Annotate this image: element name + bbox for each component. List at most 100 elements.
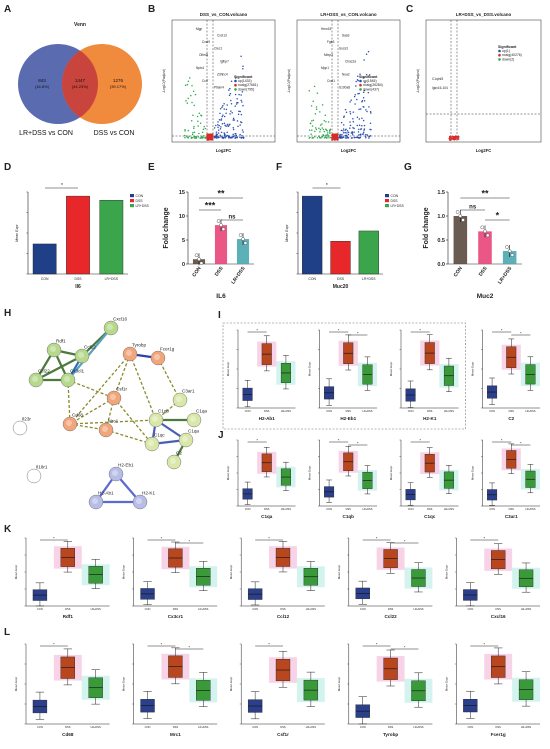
- volcano-point: [226, 104, 228, 106]
- volcano-point: [346, 129, 349, 132]
- y-tick-label: 5: [182, 238, 185, 244]
- volcano-point: [358, 118, 361, 120]
- bar-chart-muc2-fold-change: CON DSS LR+DSS 0.0 0.5 1.0 1.5 Muc2 Fold change n…: [423, 189, 522, 300]
- volcano-point: [366, 110, 368, 113]
- volcano-point: [309, 136, 311, 139]
- x-tick-label: CON: [453, 265, 465, 278]
- volcano-point: [324, 136, 327, 139]
- volcano-point: [334, 134, 336, 136]
- volcano-legend-dot: [234, 79, 237, 83]
- volcano-point: [321, 123, 323, 125]
- volcano-point: [230, 110, 232, 112]
- volcano-point: [325, 134, 327, 136]
- network-node-shine: [170, 458, 176, 464]
- volcano-point: [217, 126, 219, 129]
- network-node: [46, 342, 62, 358]
- network-node: [88, 494, 104, 510]
- significance-label: *: [256, 328, 258, 333]
- volcano-point: [326, 132, 329, 134]
- volcano-point: [208, 134, 210, 137]
- venn-right-pct: (39.17%): [110, 84, 127, 89]
- significance-label: *: [161, 642, 163, 647]
- network-node-label: C3ar1: [182, 389, 195, 394]
- network-node: [28, 372, 44, 388]
- legend-label: LR+DSS: [391, 204, 405, 208]
- network-node-shine: [16, 424, 22, 430]
- data-point: [238, 233, 243, 237]
- significance-label: *: [483, 536, 485, 541]
- volcano-point: [191, 133, 194, 136]
- volcano-point: [241, 101, 243, 103]
- volcano-point: [346, 132, 348, 134]
- significance-label: *: [326, 183, 328, 189]
- volcano-point: [351, 131, 353, 133]
- volcano-point: [365, 73, 368, 76]
- box-group-label: CON: [489, 409, 495, 413]
- volcano-point: [197, 136, 200, 138]
- volcano-point: [315, 128, 318, 131]
- volcano-gene-label: Chac2a: [345, 60, 356, 64]
- box-ylabel: Mean Expr: [308, 466, 312, 481]
- volcano-point: [362, 119, 365, 122]
- volcano-point: [322, 134, 325, 137]
- volcano-point: [193, 137, 196, 139]
- bar: [99, 200, 124, 275]
- volcano-plot-dss-vs-con: DSS_vs_CON.volcano Significantup(1433)nos…: [162, 12, 276, 153]
- volcano-point: [215, 136, 217, 138]
- volcano-point: [189, 77, 191, 79]
- volcano-point: [451, 135, 454, 137]
- bar: [358, 230, 379, 275]
- network-node-label: Ccl22: [38, 369, 50, 374]
- data-point: [243, 241, 248, 245]
- box-group-label: CON: [467, 607, 473, 611]
- volcano-point: [353, 127, 355, 130]
- volcano-point: [206, 133, 209, 136]
- data-point: [221, 227, 226, 231]
- volcano-point: [365, 53, 368, 56]
- volcano-point: [187, 80, 190, 82]
- volcano-point: [343, 115, 345, 117]
- y-axis-label: Fold change: [423, 207, 430, 248]
- volcano-point: [222, 104, 224, 107]
- significance-label: *: [189, 645, 191, 650]
- volcano-point: [349, 127, 351, 129]
- legend-swatch: [130, 204, 134, 208]
- network-node-label: C2: [176, 451, 182, 456]
- volcano-point: [229, 87, 231, 90]
- box-group-label: LR+DSS: [91, 607, 101, 611]
- significance-label: *: [268, 536, 270, 541]
- volcano-point: [319, 111, 321, 113]
- volcano-point: [340, 129, 343, 132]
- box-gene-label: H2-Eb1: [340, 416, 356, 421]
- volcano-point: [220, 126, 222, 128]
- volcano-legend-dot: [498, 49, 501, 53]
- network-node-label: C1qc: [154, 433, 165, 438]
- bar: [32, 243, 57, 275]
- bar: [453, 216, 468, 264]
- volcano-point: [203, 136, 205, 139]
- network-node: [98, 422, 114, 438]
- venn-overlap-pct: (44.23%): [72, 84, 89, 89]
- volcano-point: [328, 137, 330, 139]
- volcano-point: [208, 137, 211, 139]
- volcano-point: [364, 135, 367, 138]
- significance-label: *: [338, 438, 340, 443]
- network-node: [26, 468, 42, 484]
- volcano-point: [187, 97, 189, 100]
- volcano-point: [219, 107, 222, 110]
- volcano-point: [327, 134, 329, 136]
- box-group-label: DSS: [264, 507, 270, 511]
- volcano-point: [215, 124, 217, 127]
- box-group-label: CON: [252, 607, 258, 611]
- network-node-label: Cxcl16: [113, 317, 127, 322]
- box-group-label: LR+DSS: [521, 725, 531, 729]
- volcano-point: [185, 135, 188, 137]
- significance-label: *: [53, 536, 55, 541]
- volcano-point: [202, 128, 205, 130]
- volcano-point: [347, 133, 350, 136]
- legend-swatch: [130, 199, 134, 203]
- volcano-point: [242, 131, 244, 133]
- network-node-shine: [78, 352, 84, 358]
- volcano-point: [366, 134, 369, 136]
